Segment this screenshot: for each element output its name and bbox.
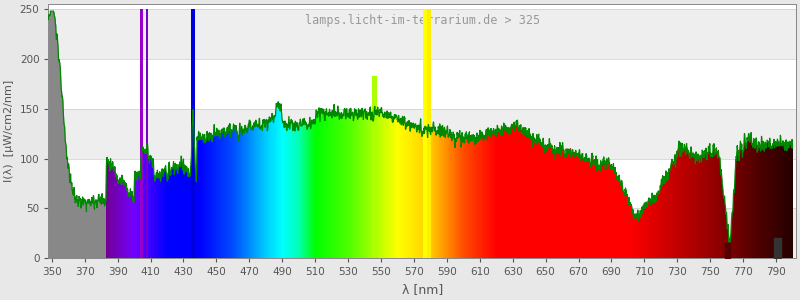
Bar — [49, 109, 796, 159]
Y-axis label: I(λ)  [μW/cm2/nm]: I(λ) [μW/cm2/nm] — [4, 80, 14, 182]
Text: lamps.licht-im-terrarium.de > 325: lamps.licht-im-terrarium.de > 325 — [305, 14, 540, 27]
Bar — [49, 9, 796, 59]
X-axis label: λ [nm]: λ [nm] — [402, 283, 442, 296]
Bar — [49, 208, 796, 258]
